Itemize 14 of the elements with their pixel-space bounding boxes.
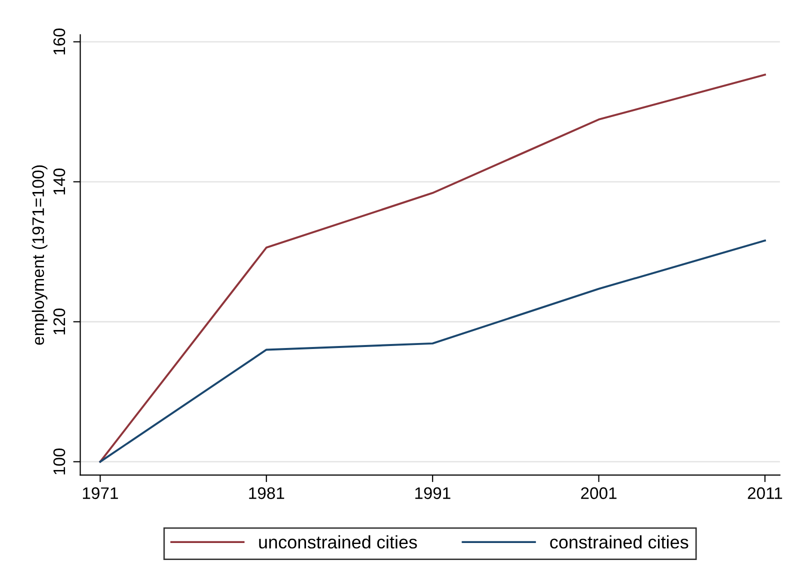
x-tick-label: 1971 [82,487,118,500]
line-series [99,74,766,463]
line-series [99,240,766,463]
y-axis-title: employment (1971=100) [32,165,48,345]
x-tick-label: 1991 [415,487,450,500]
legend-label: unconstrained cities [259,535,417,549]
x-tick-label: 1981 [249,487,284,500]
legend-label: constrained cities [550,535,688,549]
y-tick-label: 160 [53,28,66,54]
x-tick-label: 2011 [748,487,782,500]
y-tick-label: 120 [53,308,66,334]
y-tick-label: 140 [53,168,66,194]
x-tick-label: 2001 [581,487,616,500]
y-tick-label: 100 [53,448,66,474]
